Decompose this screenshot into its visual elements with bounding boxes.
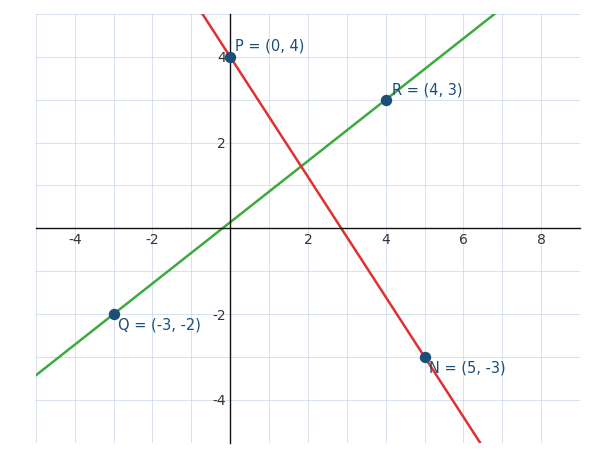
Text: P = (0, 4): P = (0, 4)	[235, 38, 304, 54]
Text: Q = (-3, -2): Q = (-3, -2)	[118, 317, 201, 333]
Text: N = (5, -3): N = (5, -3)	[429, 360, 506, 376]
Text: R = (4, 3): R = (4, 3)	[392, 82, 462, 97]
